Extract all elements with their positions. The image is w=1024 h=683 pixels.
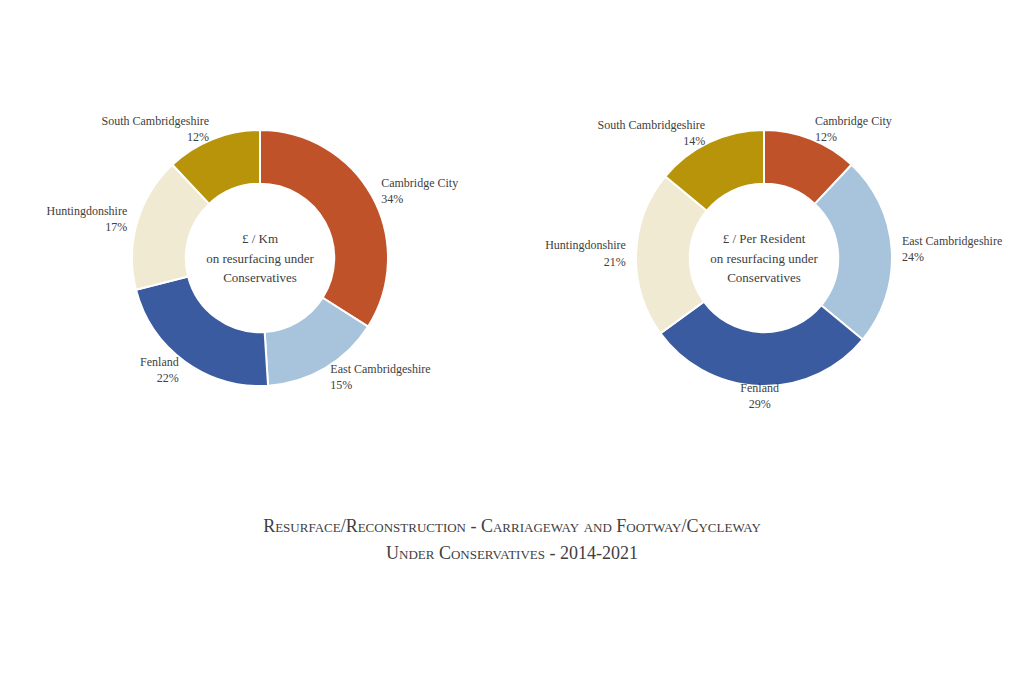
svg-text:East Cambridgeshire24%: East Cambridgeshire24% — [902, 234, 1002, 264]
svg-text:Cambridge City34%: Cambridge City34% — [381, 176, 458, 206]
html-text:Under Conservatives - 2014-202: Under Conservatives - 2014-2021 — [386, 543, 638, 563]
svg-text:Cambridge City12%: Cambridge City12% — [815, 114, 892, 144]
html-text:£ / Per Resident on resurfacin: £ / Per Resident on resurfacing under Co… — [710, 230, 818, 285]
html-text:£ / Km on resurfacing under Co: £ / Km on resurfacing under Conservative… — [206, 230, 314, 285]
svg-text:South Cambridgeshire14%: South Cambridgeshire14% — [597, 118, 705, 148]
svg-text:Fenland29%: Fenland29% — [740, 381, 779, 411]
svg-text:Huntingdonshire21%: Huntingdonshire21% — [545, 238, 626, 268]
svg-text:Fenland22%: Fenland22% — [140, 355, 179, 385]
html-text:Resurface/Reconstruction - Car: Resurface/Reconstruction - Carriageway a… — [263, 516, 761, 536]
svg-text:Huntingdonshire17%: Huntingdonshire17% — [47, 204, 128, 234]
svg-text:South Cambridgeshire12%: South Cambridgeshire12% — [101, 114, 209, 144]
svg-text:East Cambridgeshire15%: East Cambridgeshire15% — [330, 362, 430, 392]
